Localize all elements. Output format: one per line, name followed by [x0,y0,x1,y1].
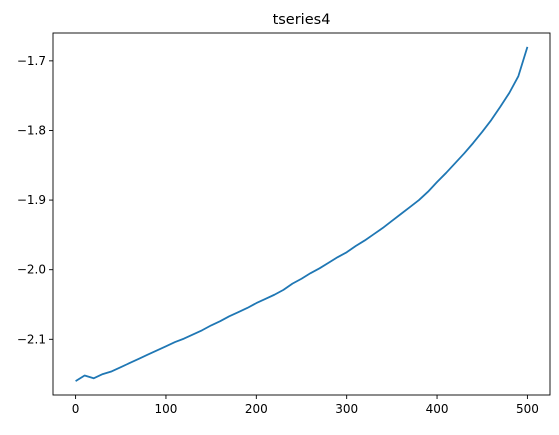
x-axis: 0 100 200 300 400 500 [72,395,539,416]
plot-area [75,46,529,382]
axes-frame [52,32,551,396]
chart-title: tseries4 [273,12,331,28]
y-tick-label: −1.9 [17,193,46,207]
y-tick-label: −2.1 [17,332,46,346]
x-tick-label: 300 [335,402,358,416]
y-tick-label: −2.0 [17,263,46,277]
x-tick-label: 500 [516,402,539,416]
x-tick-label: 0 [72,402,80,416]
y-tick-label: −1.7 [17,54,46,68]
x-tick-label: 200 [245,402,268,416]
y-axis: −2.1 −2.0 −1.9 −1.8 −1.7 [17,54,53,346]
x-tick-label: 400 [426,402,449,416]
x-tick-label: 100 [155,402,178,416]
y-tick-label: −1.8 [17,123,46,137]
series-line [75,46,529,382]
